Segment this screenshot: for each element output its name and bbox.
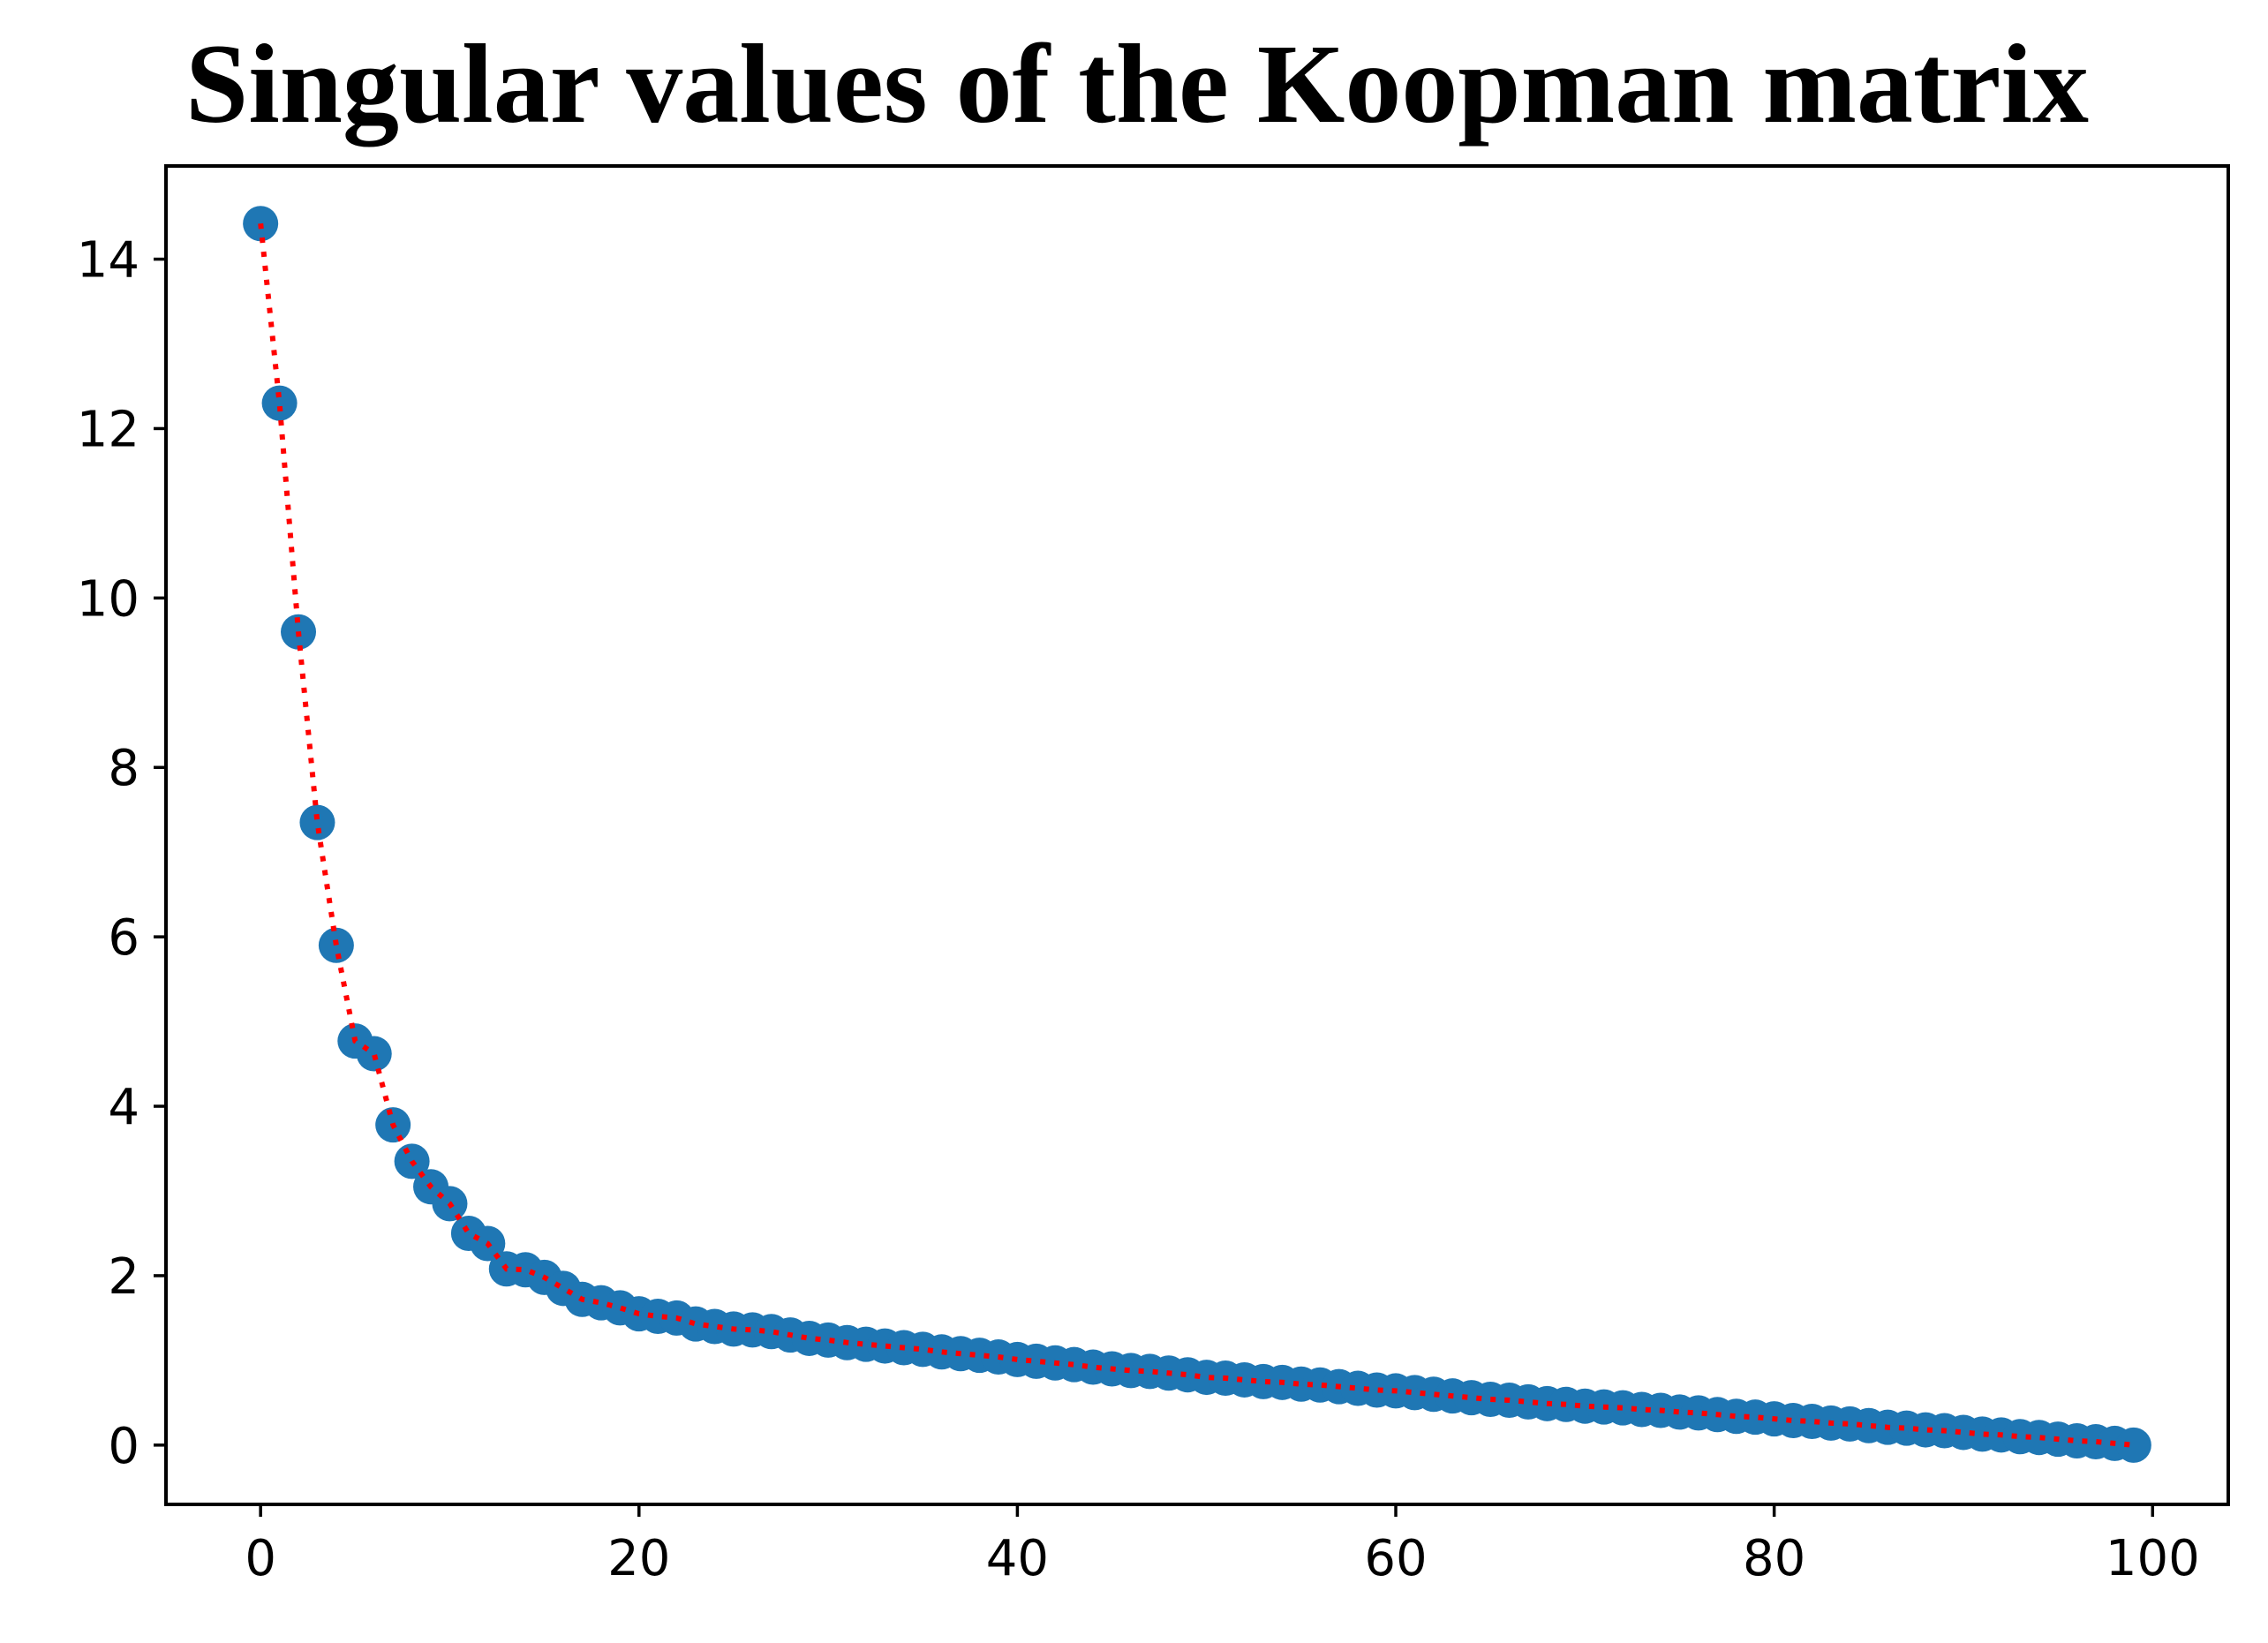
x-tick-label: 20 — [607, 1530, 670, 1587]
plot-background — [166, 166, 2228, 1504]
data-point — [299, 804, 335, 840]
x-tick-label: 0 — [245, 1530, 276, 1587]
plot-area — [166, 166, 2228, 1504]
data-point — [2115, 1427, 2151, 1463]
series-layer — [243, 206, 2151, 1463]
data-point — [356, 1036, 392, 1072]
x-tick-label: 80 — [1743, 1530, 1805, 1587]
y-tick-label: 12 — [77, 401, 139, 458]
y-tick-label: 2 — [108, 1248, 139, 1306]
y-tick-label: 6 — [108, 909, 139, 967]
chart-title: Singular values of the Koopman matrix — [185, 21, 2089, 147]
data-point — [318, 927, 354, 963]
axes-layer: 0 20 40 60 80 100 0 2 4 6 8 10 12 14 — [77, 164, 2230, 1587]
y-tick-label: 8 — [108, 740, 139, 797]
y-tick-label: 10 — [77, 570, 139, 628]
axes-frame — [164, 164, 2230, 1506]
data-point — [261, 385, 298, 421]
y-tick-label: 0 — [108, 1418, 139, 1475]
y-tick-label: 14 — [77, 232, 139, 290]
series-line — [258, 222, 2135, 1448]
x-tick-label: 100 — [2106, 1530, 2200, 1587]
x-tick-label: 60 — [1364, 1530, 1427, 1587]
y-tick-label: 4 — [108, 1079, 139, 1136]
x-tick-label: 40 — [986, 1530, 1049, 1587]
